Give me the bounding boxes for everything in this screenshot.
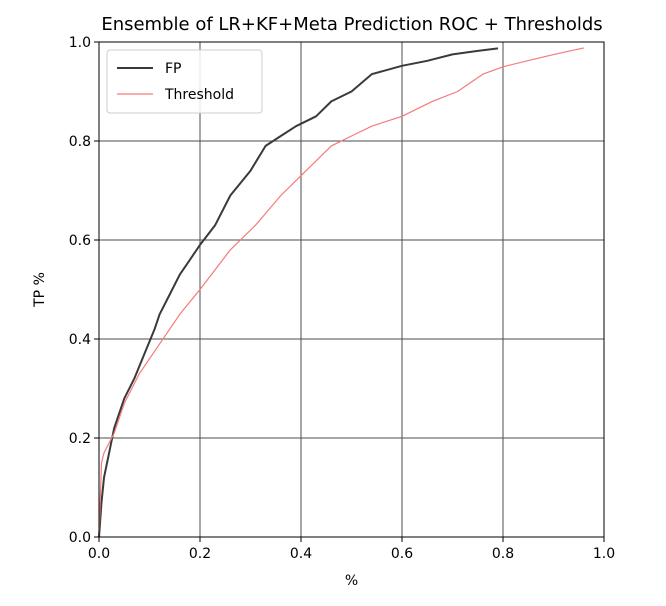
x-tick-label: 0.6 — [391, 546, 413, 562]
y-tick-label: 0.8 — [69, 134, 91, 150]
x-tick-label: 0.0 — [88, 546, 110, 562]
series-line-threshold — [98, 47, 584, 538]
y-tick-label: 0.4 — [69, 332, 91, 348]
plot-frame — [98, 41, 605, 538]
y-axis-label: TP % — [32, 272, 48, 308]
axis-ticks: 0.0 0.2 0.4 0.6 0.8 1.0 0.0 0.2 0.4 0.6 0.8 1.0 — [69, 35, 615, 562]
y-tick-label: 0.0 — [69, 530, 91, 546]
legend-label-fp: FP — [165, 61, 182, 77]
x-axis-label: % — [345, 573, 358, 589]
series-line-fp — [98, 47, 499, 538]
legend-box — [106, 49, 263, 114]
y-tick-label: 1.0 — [69, 35, 91, 51]
x-tick-label: 0.4 — [290, 546, 312, 562]
legend: FP Threshold — [106, 49, 263, 114]
legend-label-threshold: Threshold — [164, 87, 234, 103]
y-tick-label: 0.2 — [69, 431, 91, 447]
chart-title: Ensemble of LR+KF+Meta Prediction ROC + … — [101, 14, 602, 35]
grid-lines — [98, 41, 605, 538]
x-tick-label: 1.0 — [593, 546, 615, 562]
series-group — [98, 47, 584, 538]
x-tick-label: 0.8 — [492, 546, 514, 562]
y-tick-label: 0.6 — [69, 233, 91, 249]
x-tick-label: 0.2 — [189, 546, 211, 562]
